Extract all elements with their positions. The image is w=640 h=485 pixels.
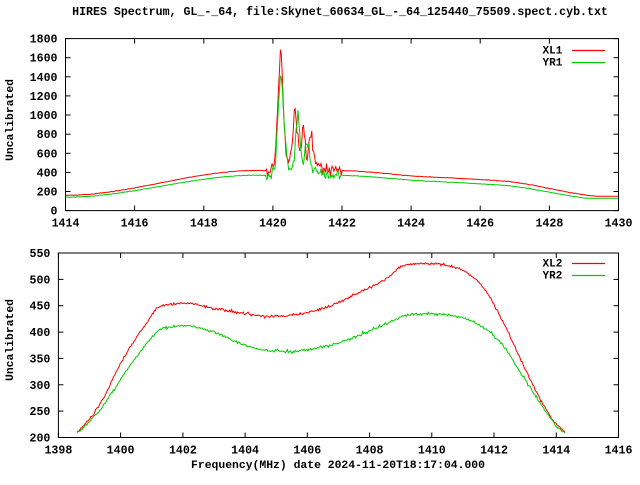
svg-text:1406: 1406 <box>293 445 321 458</box>
svg-text:1426: 1426 <box>466 218 494 231</box>
svg-text:600: 600 <box>37 148 58 161</box>
svg-text:1800: 1800 <box>30 34 58 47</box>
svg-text:XL2: XL2 <box>543 259 563 271</box>
svg-text:200: 200 <box>30 433 51 446</box>
svg-text:XL1: XL1 <box>543 46 563 58</box>
svg-text:1400: 1400 <box>107 445 135 458</box>
svg-text:Uncalibrated: Uncalibrated <box>5 79 17 161</box>
svg-text:1200: 1200 <box>30 91 58 104</box>
svg-text:1424: 1424 <box>397 218 425 231</box>
svg-text:Frequency(MHz) date 2024-11-20: Frequency(MHz) date 2024-11-20T18:17:04.… <box>191 460 485 472</box>
svg-text:400: 400 <box>30 327 51 340</box>
svg-text:1414: 1414 <box>542 445 570 458</box>
svg-text:1398: 1398 <box>44 445 72 458</box>
svg-text:450: 450 <box>30 301 51 314</box>
svg-text:250: 250 <box>30 406 51 419</box>
svg-text:400: 400 <box>37 167 58 180</box>
svg-text:Uncalibrated: Uncalibrated <box>5 299 17 381</box>
svg-text:300: 300 <box>30 380 51 393</box>
svg-text:0: 0 <box>51 206 58 219</box>
svg-text:200: 200 <box>37 187 58 200</box>
svg-text:1600: 1600 <box>30 53 58 66</box>
svg-text:1412: 1412 <box>480 445 508 458</box>
svg-text:1000: 1000 <box>30 110 58 123</box>
svg-text:500: 500 <box>30 274 51 287</box>
svg-text:1408: 1408 <box>356 445 384 458</box>
svg-text:1400: 1400 <box>30 72 58 85</box>
svg-text:1420: 1420 <box>259 218 287 231</box>
svg-text:1416: 1416 <box>121 218 149 231</box>
svg-text:HIRES Spectrum, GL_-_64, file:: HIRES Spectrum, GL_-_64, file:Skynet_606… <box>72 6 608 19</box>
svg-text:YR1: YR1 <box>543 58 563 70</box>
svg-text:800: 800 <box>37 129 58 142</box>
svg-text:1404: 1404 <box>231 445 259 458</box>
svg-text:1402: 1402 <box>169 445 197 458</box>
svg-text:YR2: YR2 <box>543 271 563 283</box>
svg-text:1428: 1428 <box>535 218 563 231</box>
svg-text:1414: 1414 <box>52 218 80 231</box>
svg-text:1418: 1418 <box>190 218 218 231</box>
svg-text:1430: 1430 <box>605 218 633 231</box>
svg-text:550: 550 <box>30 248 51 261</box>
svg-text:1416: 1416 <box>605 445 633 458</box>
svg-text:1410: 1410 <box>418 445 446 458</box>
svg-text:1422: 1422 <box>328 218 356 231</box>
svg-text:350: 350 <box>30 353 51 366</box>
